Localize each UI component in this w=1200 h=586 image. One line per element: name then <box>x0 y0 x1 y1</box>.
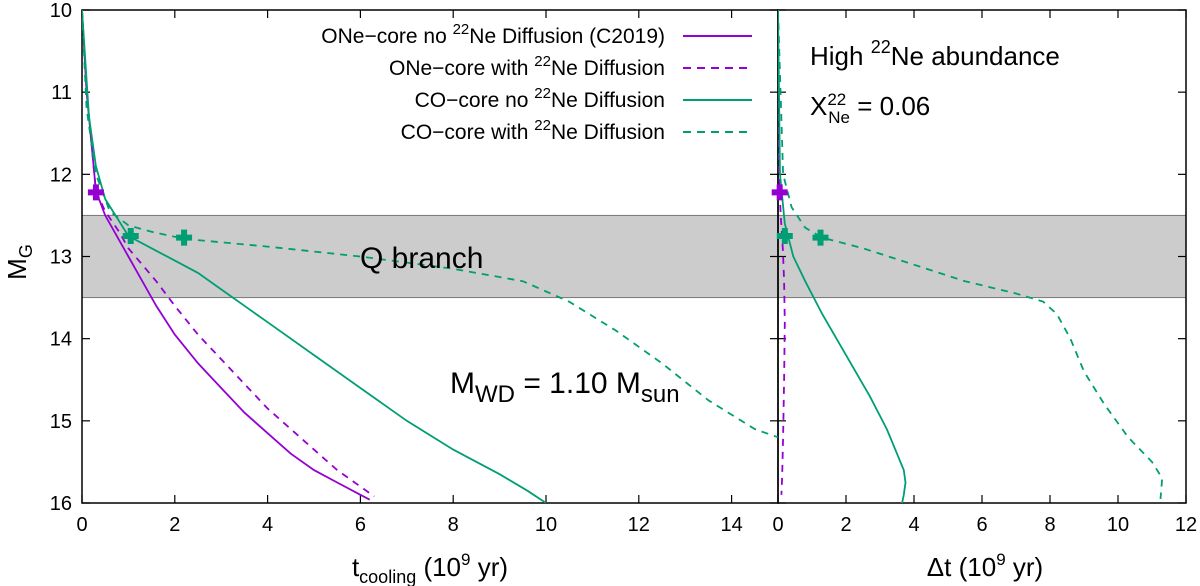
y-tick-label: 12 <box>50 164 72 186</box>
legend-entry-co-nodiff: CO−core no 22Ne Diffusion <box>415 85 665 112</box>
x-tick-label: 10 <box>535 514 557 536</box>
q-branch-band <box>81 214 1187 299</box>
marker-co_diff <box>176 229 193 246</box>
mwd-annotation: MWD = 1.10 Msun <box>450 367 680 408</box>
x-tick-label: 8 <box>448 514 459 536</box>
marker-co_nodiff <box>776 227 793 244</box>
y-tick-label: 14 <box>50 329 72 351</box>
y-tick-label: 11 <box>51 82 72 104</box>
legend-entry-co-diff: CO−core with 22Ne Diffusion <box>401 117 665 144</box>
left-x-axis-label: tcooling (109 yr) <box>352 550 508 586</box>
marker-co_diff <box>812 229 829 246</box>
q-branch-label: Q branch <box>360 242 483 275</box>
y-axis-label-sub: G <box>16 244 36 258</box>
y-tick-label: 13 <box>50 247 72 269</box>
x-tick-label: 6 <box>976 514 987 536</box>
x-tick-label: 2 <box>169 514 180 536</box>
series-line-co_diff <box>778 10 1164 499</box>
high-ne-annotation: High 22Ne abundance <box>810 37 1060 71</box>
series-line-one_diff <box>82 10 375 498</box>
legend-entry-one-nodiff: ONe−core no 22Ne Diffusion (C2019) <box>321 21 665 48</box>
x-tick-label: 12 <box>1175 514 1197 536</box>
marker-co_nodiff <box>122 227 139 244</box>
x-tick-label: 8 <box>1044 514 1055 536</box>
x-tick-label: 14 <box>720 514 742 536</box>
y-axis-label: MG <box>2 244 36 280</box>
x-tick-label: 0 <box>772 514 783 536</box>
y-tick-label: 15 <box>50 411 72 433</box>
right-x-axis-label: Δt (109 yr) <box>927 550 1043 582</box>
marker-one_nodiff <box>771 184 788 201</box>
marker-one_nodiff <box>87 184 104 201</box>
x-tick-label: 12 <box>628 514 650 536</box>
y-tick-label: 10 <box>50 0 72 22</box>
x-ne-annotation: X22 Ne = 0.06 <box>810 90 930 127</box>
x-tick-label: 4 <box>262 514 273 536</box>
x-tick-label: 2 <box>840 514 851 536</box>
x-tick-label: 6 <box>355 514 366 536</box>
x-tick-label: 4 <box>908 514 919 536</box>
series-line-co_diff <box>82 10 778 439</box>
y-tick-label: 16 <box>50 493 72 515</box>
legend-entry-one-diff: ONe−core with 22Ne Diffusion <box>389 53 665 80</box>
x-tick-label: 0 <box>76 514 87 536</box>
legend: ONe−core no 22Ne Diffusion (C2019) ONe−c… <box>321 21 752 144</box>
x-tick-label: 10 <box>1107 514 1129 536</box>
markers-layer <box>87 184 829 246</box>
